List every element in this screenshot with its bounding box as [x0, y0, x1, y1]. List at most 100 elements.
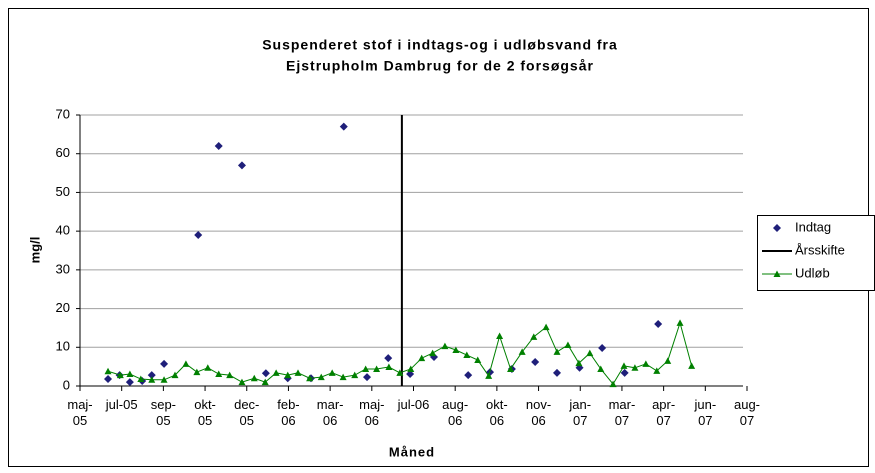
x-tick-label: mar-07: [608, 397, 636, 428]
point: [384, 354, 393, 363]
point: [226, 371, 234, 379]
point: [676, 319, 684, 326]
point: [464, 371, 473, 380]
point: [238, 378, 246, 386]
point: [328, 369, 336, 376]
point: [429, 349, 437, 357]
point: [147, 371, 156, 380]
y-tick-label: 30: [56, 261, 70, 276]
point: [193, 368, 201, 376]
chart-frame: [8, 8, 869, 467]
x-tick-label: maj-06: [359, 397, 385, 428]
legend-label: Indtag: [795, 219, 831, 234]
point: [116, 371, 124, 379]
point: [373, 365, 381, 372]
point: [406, 369, 415, 378]
point: [496, 332, 504, 340]
point: [575, 359, 583, 367]
point: [160, 359, 169, 368]
point: [474, 356, 482, 364]
point: [542, 323, 550, 331]
x-tick-label: nov-06: [525, 397, 552, 428]
point: [653, 367, 661, 374]
point: [261, 369, 270, 378]
point: [396, 369, 404, 376]
y-tick-label: 60: [56, 145, 70, 160]
x-tick-label: okt-06: [486, 397, 508, 428]
x-tick-label: dec-05: [234, 397, 260, 428]
point: [452, 346, 460, 353]
point: [586, 349, 594, 357]
point: [363, 373, 372, 382]
x-tick-label: aug-06: [442, 397, 469, 428]
point: [664, 357, 672, 364]
y-tick-label: 0: [63, 377, 70, 392]
point: [261, 378, 269, 386]
legend-label: Årsskifte: [795, 242, 845, 257]
point: [485, 372, 493, 379]
point: [339, 122, 348, 131]
y-axis-label: mg/l: [27, 237, 42, 264]
point: [182, 360, 190, 367]
point: [598, 344, 607, 353]
x-tick-label: jul-06: [397, 397, 430, 412]
point: [642, 360, 650, 367]
point: [204, 364, 212, 371]
x-tick-label: apr-07: [652, 397, 676, 428]
x-tick-label: aug-07: [733, 397, 761, 428]
point: [171, 371, 179, 379]
point: [564, 341, 572, 348]
x-tick-label: okt-05: [194, 397, 216, 428]
point: [104, 367, 112, 375]
point: [362, 365, 370, 372]
point: [531, 357, 540, 366]
y-tick-label: 70: [56, 106, 70, 121]
y-tick-label: 10: [56, 339, 70, 354]
y-tick-label: 50: [56, 184, 70, 199]
point: [284, 371, 292, 379]
point: [272, 369, 280, 376]
point: [609, 380, 617, 388]
x-tick-label: sep-05: [150, 397, 177, 428]
point: [104, 375, 113, 384]
point: [553, 348, 561, 355]
point: [126, 370, 134, 377]
point: [306, 374, 314, 382]
chart-title: Suspenderet stof i indtags-og i udløbsva…: [262, 37, 618, 53]
point: [250, 374, 258, 382]
point: [385, 363, 393, 371]
x-axis-label: Måned: [389, 444, 435, 459]
point: [294, 369, 302, 376]
point: [339, 373, 347, 381]
x-tick-label: jul-05: [105, 397, 138, 412]
point: [160, 376, 168, 383]
point: [688, 362, 696, 369]
point: [654, 320, 663, 329]
point: [773, 270, 781, 277]
point: [418, 354, 426, 362]
point: [351, 371, 359, 379]
point: [125, 378, 134, 387]
point: [518, 348, 526, 355]
x-tick-label: mar-06: [316, 397, 344, 428]
x-tick-label: maj-05: [67, 397, 93, 428]
point: [194, 231, 203, 240]
point: [137, 375, 145, 383]
point: [597, 365, 605, 372]
x-tick-label: feb-06: [277, 397, 300, 428]
point: [553, 368, 562, 377]
y-tick-label: 20: [56, 300, 70, 315]
point: [463, 351, 471, 359]
point: [215, 370, 223, 377]
point: [441, 342, 449, 350]
point: [773, 224, 781, 232]
y-tick-label: 40: [56, 223, 70, 238]
x-tick-label: jun-07: [694, 397, 717, 428]
point: [620, 368, 629, 377]
point: [530, 333, 538, 340]
point: [237, 161, 246, 170]
point: [620, 362, 628, 369]
point: [407, 365, 415, 372]
